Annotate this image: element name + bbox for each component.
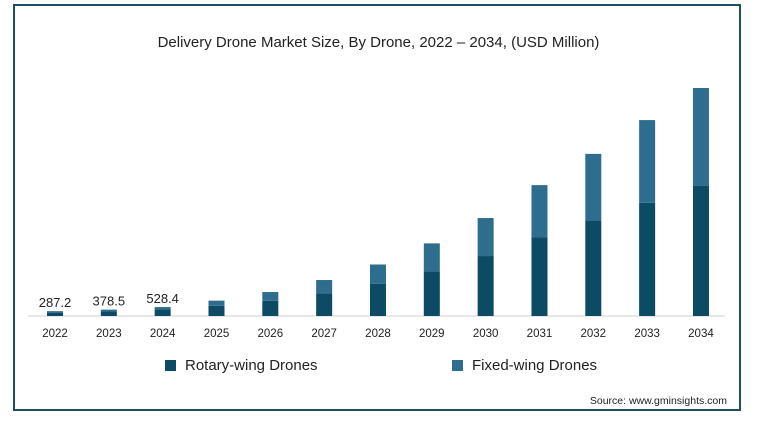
- x-tick-label-2027: 2027: [311, 328, 337, 340]
- x-tick-label-2025: 2025: [204, 328, 230, 340]
- legend: Rotary-wing Drones Fixed-wing Drones: [0, 357, 757, 379]
- bar-rotary-2034: [692, 185, 709, 316]
- bar-rotary-2033: [639, 202, 656, 316]
- x-tick-label-2024: 2024: [150, 328, 176, 340]
- bar-fixed-2034: [692, 88, 709, 186]
- legend-label-rotary: Rotary-wing Drones: [185, 357, 318, 374]
- bar-fixed-2033: [639, 120, 656, 203]
- bar-rotary-2028: [369, 283, 386, 316]
- bar-fixed-2031: [531, 185, 548, 238]
- bar-fixed-2032: [585, 153, 602, 221]
- data-label-2023: 378.5: [93, 294, 126, 309]
- bar-rotary-2030: [477, 256, 494, 316]
- bar-fixed-2027: [316, 280, 333, 294]
- bar-fixed-2022: [47, 311, 63, 313]
- bar-fixed-2024: [154, 307, 171, 310]
- x-tick-label-2026: 2026: [258, 328, 284, 340]
- x-tick-label-2029: 2029: [419, 328, 445, 340]
- x-tick-label-2033: 2033: [634, 328, 660, 340]
- x-tick-label-2034: 2034: [688, 328, 714, 340]
- source-note: Source: www.gminsights.com: [589, 395, 727, 407]
- chart-title: Delivery Drone Market Size, By Drone, 20…: [157, 34, 600, 51]
- bar-rotary-2025: [208, 305, 225, 316]
- x-tick-label-2028: 2028: [365, 328, 391, 340]
- bar-fixed-2025: [208, 300, 225, 306]
- chart-frame: [13, 4, 741, 411]
- bar-fixed-2029: [423, 243, 440, 272]
- plot-area: 287.2 2022 378.5 2023 528.4 2024 2025 2026 2027 2…: [28, 88, 725, 340]
- bar-rotary-2029: [423, 271, 440, 316]
- legend-item-rotary: Rotary-wing Drones: [165, 357, 318, 374]
- x-tick-label-2030: 2030: [473, 328, 499, 340]
- legend-swatch-fixed: [452, 360, 463, 371]
- legend-swatch-rotary: [165, 360, 176, 371]
- bar-rotary-2022: [47, 312, 63, 316]
- bar-fixed-2028: [369, 264, 386, 284]
- x-tick-label-2032: 2032: [581, 328, 607, 340]
- bar-rotary-2024: [154, 309, 171, 316]
- x-tick-label-2023: 2023: [96, 328, 122, 340]
- bar-rotary-2032: [585, 220, 602, 316]
- bar-rotary-2031: [531, 237, 548, 316]
- legend-item-fixed: Fixed-wing Drones: [452, 357, 597, 374]
- bar-fixed-2030: [477, 218, 494, 257]
- legend-label-fixed: Fixed-wing Drones: [472, 357, 598, 374]
- data-label-2022: 287.2: [39, 295, 72, 310]
- data-label-2024: 528.4: [146, 291, 179, 306]
- bar-rotary-2023: [100, 311, 117, 316]
- bar-rotary-2027: [316, 293, 333, 316]
- bar-fixed-2026: [262, 292, 279, 301]
- bar-fixed-2023: [100, 309, 117, 312]
- x-tick-label-2031: 2031: [527, 328, 553, 340]
- x-tick-label-2022: 2022: [42, 328, 68, 340]
- bar-rotary-2026: [262, 300, 279, 316]
